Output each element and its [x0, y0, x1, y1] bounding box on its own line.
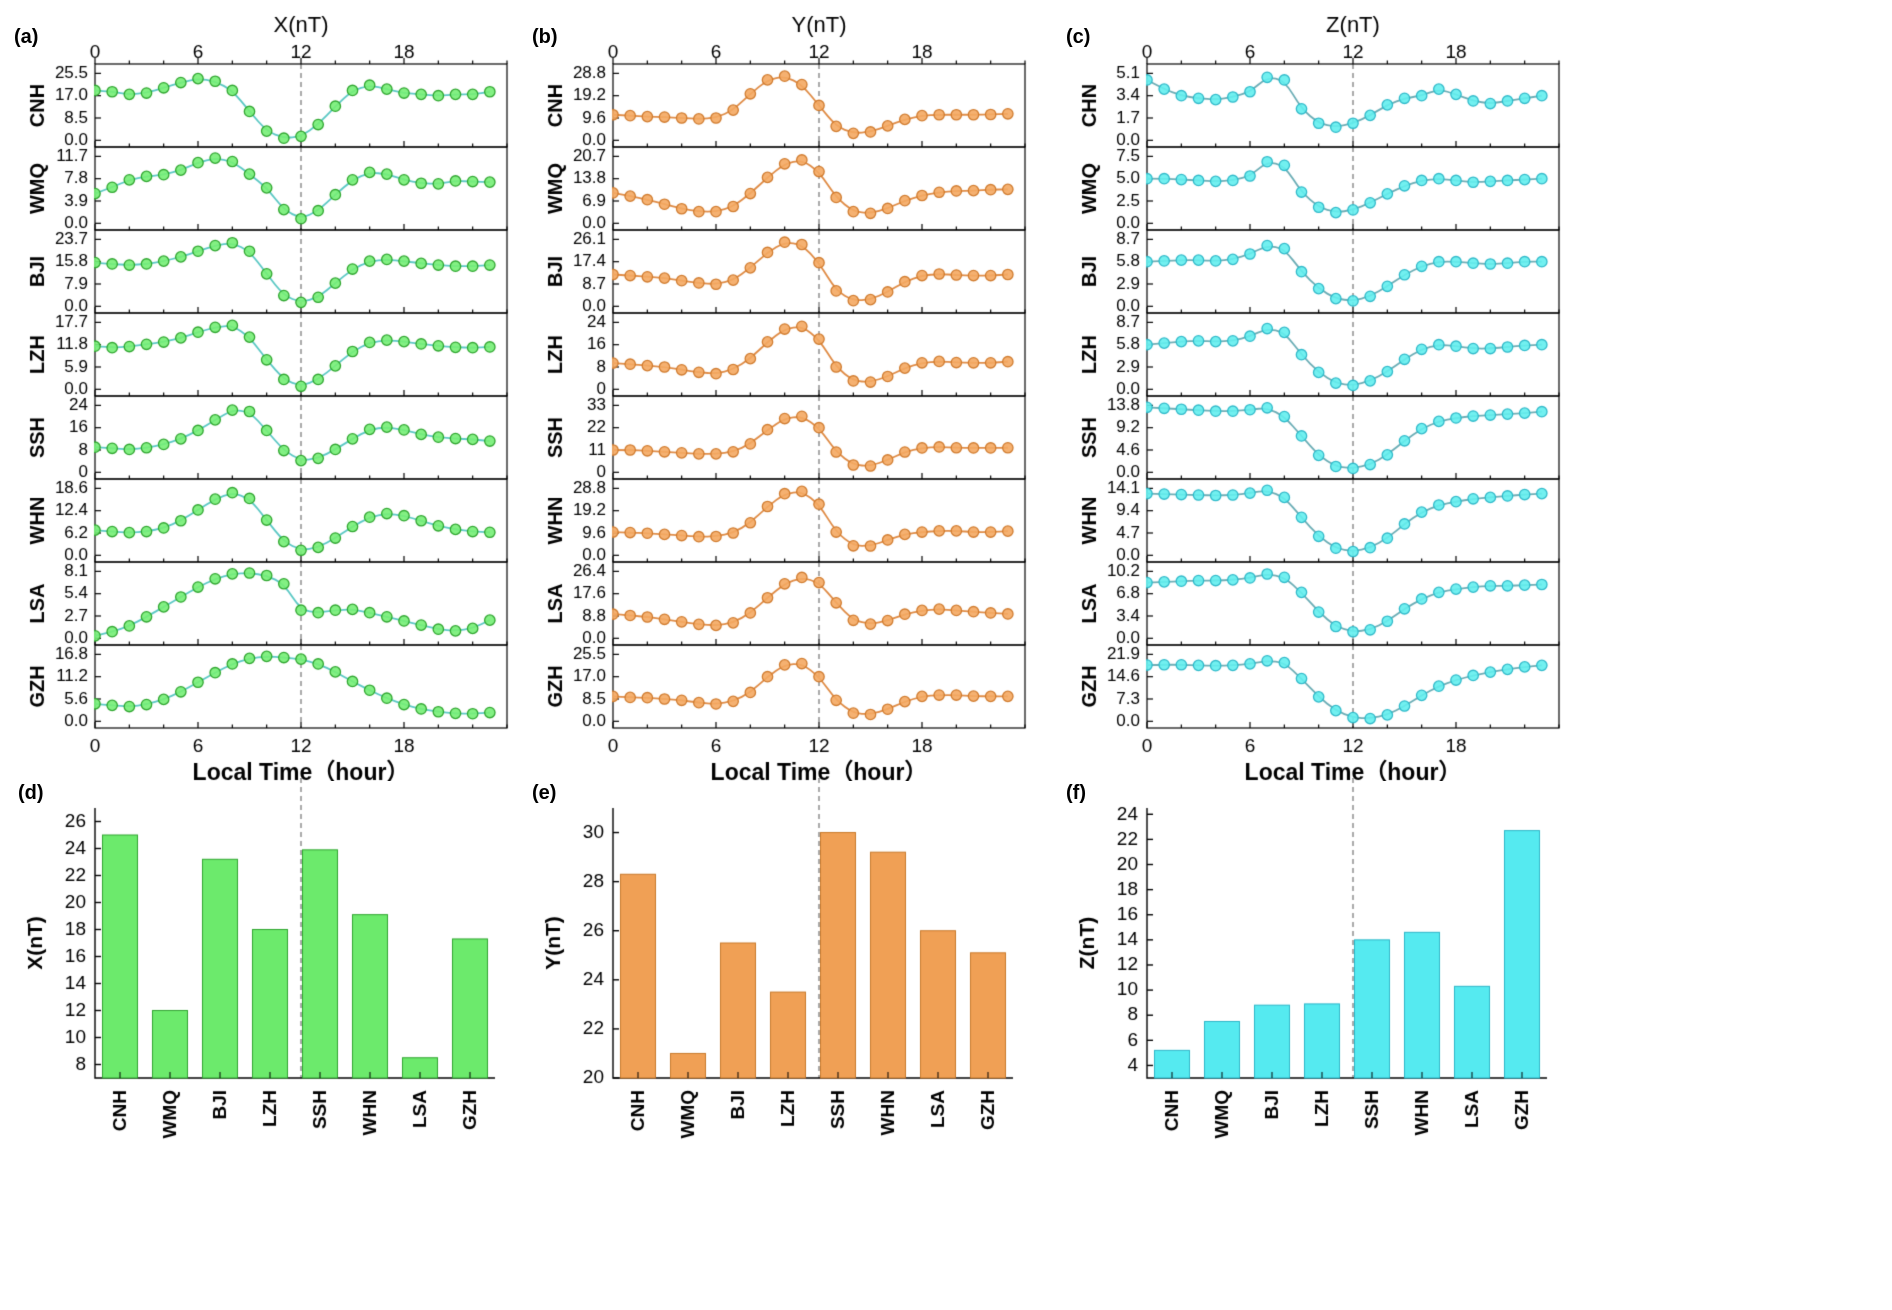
line-chart-x	[10, 6, 515, 781]
line-chart-z	[1062, 6, 1567, 781]
bar-chart-x	[10, 778, 515, 1198]
bar-chart-z	[1062, 778, 1567, 1198]
bar-chart-y	[528, 778, 1033, 1198]
line-chart-y	[528, 6, 1033, 781]
